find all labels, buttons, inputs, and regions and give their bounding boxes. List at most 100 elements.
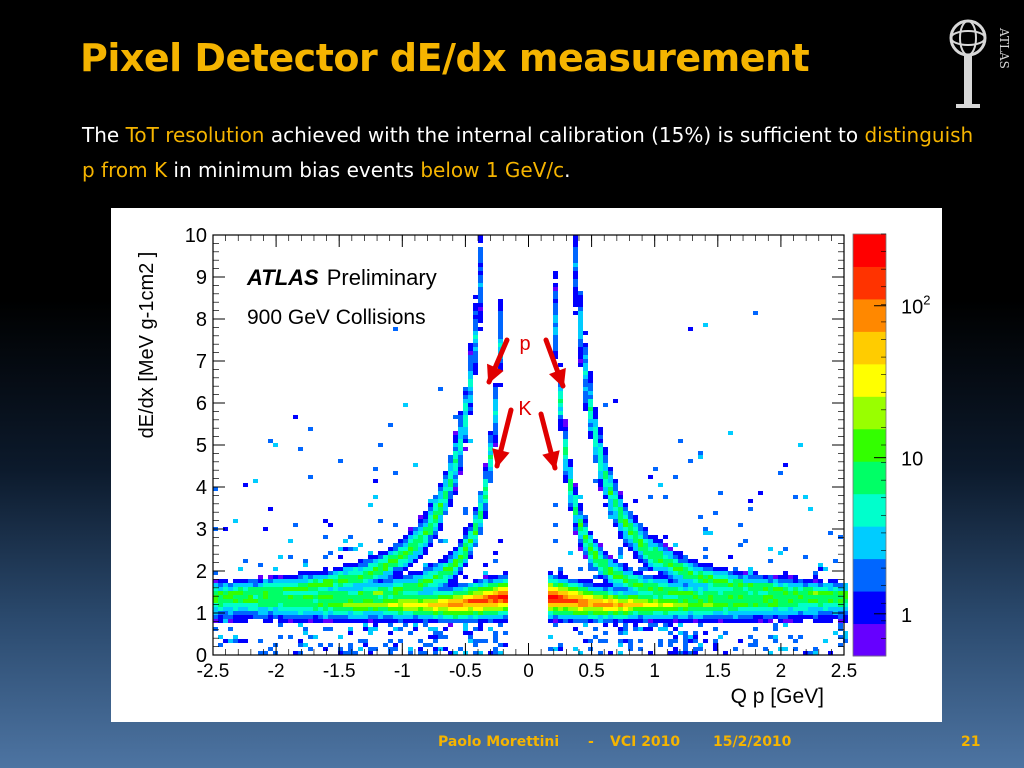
heatmap-cell xyxy=(688,615,693,619)
heatmap-cell xyxy=(393,555,398,559)
heatmap-cell xyxy=(603,563,608,567)
heatmap-cell xyxy=(403,587,408,591)
heatmap-cell xyxy=(593,407,598,411)
heatmap-cell xyxy=(298,623,303,627)
subtitle-highlight: ToT resolution xyxy=(125,123,265,147)
heatmap-cell xyxy=(698,611,703,615)
heatmap-cell xyxy=(393,523,398,527)
heatmap-cell xyxy=(403,619,408,623)
heatmap-cell xyxy=(213,603,218,607)
heatmap-cell xyxy=(443,491,448,495)
heatmap-cell xyxy=(638,551,643,555)
heatmap-cell xyxy=(453,583,458,587)
heatmap-cell xyxy=(698,607,703,611)
heatmap-cell xyxy=(443,483,448,487)
heatmap-cell xyxy=(478,619,483,623)
heatmap-cell xyxy=(348,611,353,615)
heatmap-cell xyxy=(763,599,768,603)
heatmap-cell xyxy=(258,563,263,567)
heatmap-cell xyxy=(778,603,783,607)
heatmap-cell xyxy=(438,523,443,527)
heatmap-cell xyxy=(698,599,703,603)
heatmap-cell xyxy=(448,583,453,587)
heatmap-cell xyxy=(313,579,318,583)
heatmap-cell xyxy=(563,467,568,471)
heatmap-cell xyxy=(448,495,453,499)
heatmap-cell xyxy=(283,591,288,595)
heatmap-cell xyxy=(578,511,583,515)
y-tick-label: 7 xyxy=(196,351,207,373)
heatmap-cell xyxy=(468,555,473,559)
heatmap-cell xyxy=(623,563,628,567)
heatmap-cell xyxy=(603,631,608,635)
heatmap-cell xyxy=(718,635,723,639)
heatmap-cell xyxy=(363,611,368,615)
heatmap-cell xyxy=(383,551,388,555)
heatmap-cell xyxy=(688,567,693,571)
heatmap-cell xyxy=(728,603,733,607)
heatmap-cell xyxy=(238,583,243,587)
heatmap-cell xyxy=(398,567,403,571)
heatmap-cell xyxy=(658,483,663,487)
heatmap-cell xyxy=(653,603,658,607)
heatmap-cell xyxy=(558,571,563,575)
heatmap-cell xyxy=(478,591,483,595)
heatmap-cell xyxy=(498,327,503,331)
heatmap-cell xyxy=(453,651,458,655)
heatmap-cell xyxy=(648,615,653,619)
heatmap-cell xyxy=(333,595,338,599)
heatmap-cell xyxy=(273,643,278,647)
heatmap-cell xyxy=(268,607,273,611)
heatmap-cell xyxy=(658,539,663,543)
heatmap-cell xyxy=(358,595,363,599)
footer-separator: - xyxy=(588,734,594,750)
heatmap-cell xyxy=(723,583,728,587)
heatmap-cell xyxy=(698,591,703,595)
heatmap-cell xyxy=(693,615,698,619)
heatmap-cell xyxy=(313,615,318,619)
heatmap-cell xyxy=(813,587,818,591)
heatmap-cell xyxy=(468,407,473,411)
heatmap-cell xyxy=(493,587,498,591)
heatmap-cell xyxy=(233,619,238,623)
heatmap-cell xyxy=(248,587,253,591)
heatmap-cell xyxy=(763,579,768,583)
heatmap-cell xyxy=(598,475,603,479)
heatmap-cell xyxy=(698,623,703,627)
heatmap-cell xyxy=(748,507,753,511)
heatmap-cell xyxy=(578,515,583,519)
heatmap-cell xyxy=(633,575,638,579)
heatmap-cell xyxy=(428,611,433,615)
heatmap-cell xyxy=(643,531,648,535)
heatmap-cell xyxy=(403,611,408,615)
heatmap-cell xyxy=(413,463,418,467)
heatmap-cell xyxy=(473,319,478,323)
heatmap-cell xyxy=(473,511,478,515)
heatmap-cell xyxy=(423,539,428,543)
heatmap-cell xyxy=(743,619,748,623)
heatmap-cell xyxy=(363,607,368,611)
heatmap-cell xyxy=(373,467,378,471)
heatmap-cell xyxy=(823,607,828,611)
heatmap-cell xyxy=(798,599,803,603)
heatmap-cell xyxy=(638,627,643,631)
heatmap-cell xyxy=(643,627,648,631)
x-tick-label: -1 xyxy=(394,661,411,682)
heatmap-cell xyxy=(278,623,283,627)
heatmap-cell xyxy=(348,631,353,635)
heatmap-cell xyxy=(318,615,323,619)
heatmap-cell xyxy=(468,367,473,371)
heatmap-cell xyxy=(678,631,683,635)
heatmap-cell xyxy=(263,591,268,595)
heatmap-cell xyxy=(553,611,558,615)
heatmap-cell xyxy=(578,519,583,523)
heatmap-cell xyxy=(373,591,378,595)
heatmap-cell xyxy=(308,571,313,575)
heatmap-cell xyxy=(328,591,333,595)
heatmap-cell xyxy=(738,595,743,599)
heatmap-cell xyxy=(458,615,463,619)
heatmap-cell xyxy=(803,611,808,615)
heatmap-cell xyxy=(593,459,598,463)
heatmap-cell xyxy=(568,491,573,495)
heatmap-cell xyxy=(583,615,588,619)
